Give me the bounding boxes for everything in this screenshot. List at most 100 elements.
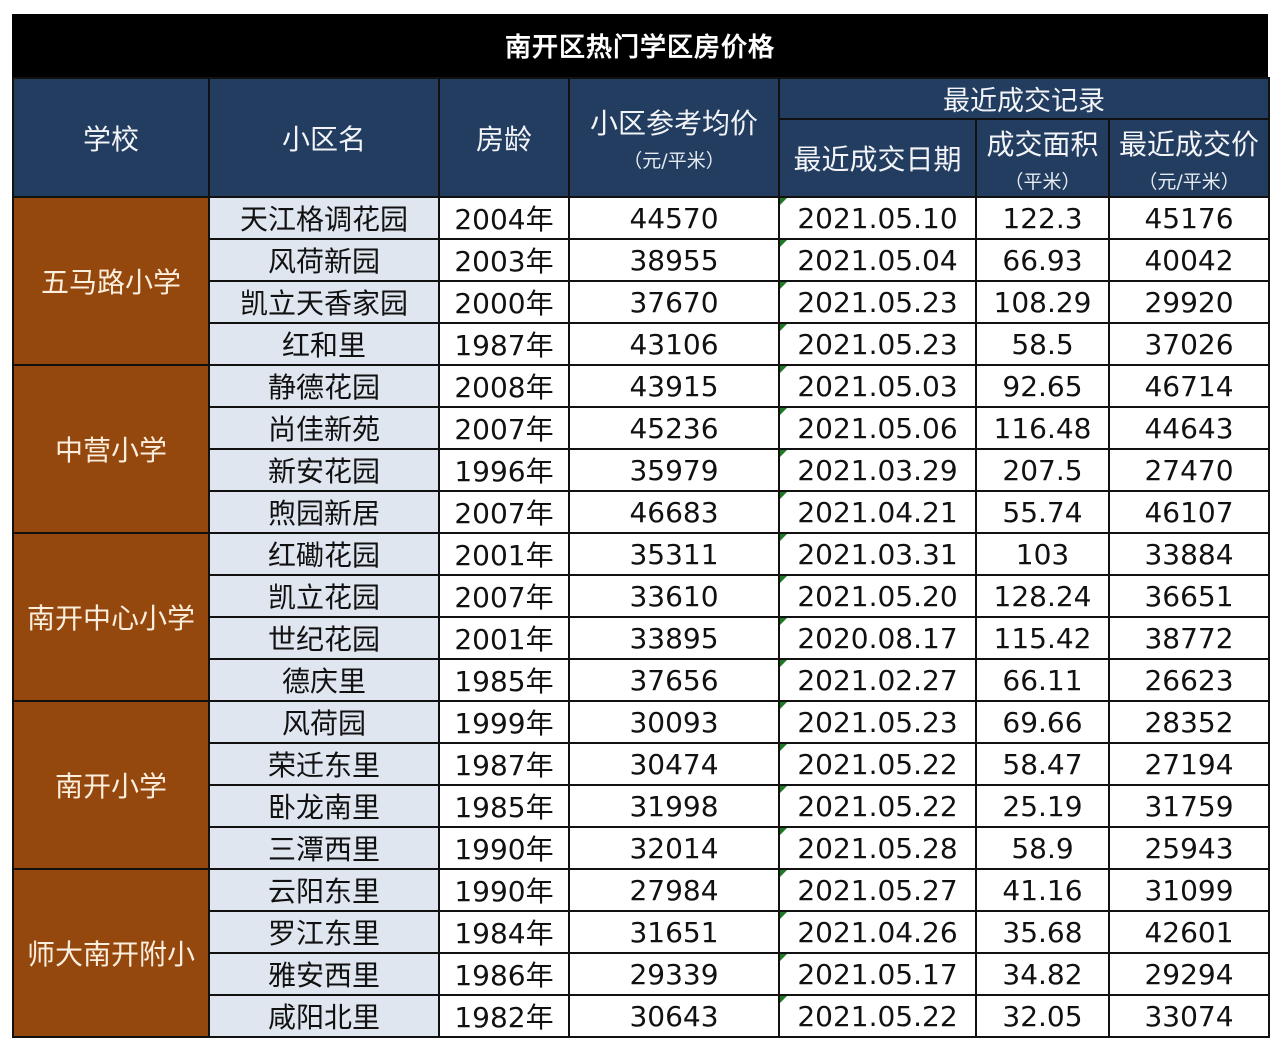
house-age-cell: 1986年 <box>438 952 570 996</box>
house-age-cell: 2008年 <box>438 364 570 408</box>
table-body: 五马路小学 天江格调花园 2004年 44570 2021.05.10 122.3 4517… <box>12 196 1271 1038</box>
house-age-cell: 1996年 <box>438 448 570 492</box>
table-row: 德庆里 1985年 37656 2021.02.27 66.11 26623 <box>13 658 1271 702</box>
deal-area-cell: 116.48 <box>975 406 1110 450</box>
deal-area-cell: 58.9 <box>975 826 1110 870</box>
deal-price-cell: 45176 <box>1107 196 1271 240</box>
school-cell: 中营小学 <box>12 364 210 534</box>
deal-price-cell: 27194 <box>1107 742 1271 786</box>
deal-area-cell: 103 <box>975 532 1110 576</box>
house-age-cell: 2001年 <box>438 616 570 660</box>
deal-price-cell: 33074 <box>1107 994 1271 1038</box>
deal-price-cell: 26623 <box>1107 658 1271 702</box>
deal-price-cell: 33884 <box>1107 532 1271 576</box>
table-row: 凯立天香家园 2000年 37670 2021.05.23 108.29 29920 <box>13 280 1271 324</box>
table-row: 凯立花园 2007年 33610 2021.05.20 128.24 36651 <box>13 574 1271 618</box>
house-age-cell: 1987年 <box>438 742 570 786</box>
deal-area-cell: 92.65 <box>975 364 1110 408</box>
deal-date-cell: 2021.05.20 <box>778 574 977 618</box>
deal-area-cell: 41.16 <box>975 868 1110 912</box>
header-deal-price-label: 最近成交价 <box>1119 127 1260 161</box>
community-name-cell: 云阳东里 <box>208 868 440 912</box>
deal-area-cell: 69.66 <box>975 700 1110 744</box>
community-name-cell: 红磡花园 <box>208 532 440 576</box>
deal-area-cell: 58.47 <box>975 742 1110 786</box>
table-row: 煦园新居 2007年 46683 2021.04.21 55.74 46107 <box>13 490 1271 534</box>
avg-price-cell: 30093 <box>568 700 780 744</box>
table-row: 卧龙南里 1985年 31998 2021.05.22 25.19 31759 <box>13 784 1271 828</box>
deal-area-cell: 32.05 <box>975 994 1110 1038</box>
house-age-cell: 2003年 <box>438 238 570 282</box>
house-age-cell: 2004年 <box>438 196 570 240</box>
table-row: 南开小学 风荷园 1999年 30093 2021.05.23 69.66 28352 <box>12 700 1271 870</box>
table-row: 三潭西里 1990年 32014 2021.05.28 58.9 25943 <box>13 826 1271 870</box>
deal-area-cell: 66.93 <box>975 238 1110 282</box>
deal-price-cell: 46714 <box>1107 364 1271 408</box>
community-name-cell: 天江格调花园 <box>208 196 440 240</box>
deal-area-cell: 66.11 <box>975 658 1110 702</box>
table-row: 风荷新园 2003年 38955 2021.05.04 66.93 40042 <box>13 238 1271 282</box>
deal-date-cell: 2021.05.10 <box>778 196 977 240</box>
avg-price-cell: 43915 <box>568 364 780 408</box>
table-row: 红和里 1987年 43106 2021.05.23 58.5 37026 <box>13 322 1271 366</box>
deal-area-cell: 108.29 <box>975 280 1110 324</box>
deal-price-cell: 28352 <box>1107 700 1271 744</box>
community-name-cell: 世纪花园 <box>208 616 440 660</box>
deal-date-cell: 2021.05.23 <box>778 322 977 366</box>
deal-date-cell: 2021.05.06 <box>778 406 977 450</box>
deal-area-cell: 34.82 <box>975 952 1110 996</box>
deal-price-cell: 29920 <box>1107 280 1271 324</box>
header-deal-area-unit: （平米） <box>1004 170 1081 193</box>
deal-date-cell: 2021.04.21 <box>778 490 977 534</box>
table-row: 咸阳北里 1982年 30643 2021.05.22 32.05 33074 <box>13 994 1271 1038</box>
header-avg-price: 小区参考均价 （元/平米） <box>568 77 780 198</box>
house-age-cell: 2007年 <box>438 574 570 618</box>
deal-date-cell: 2021.05.22 <box>778 994 977 1038</box>
table-row: 世纪花园 2001年 33895 2020.08.17 115.42 38772 <box>13 616 1271 660</box>
deal-area-cell: 115.42 <box>975 616 1110 660</box>
deal-date-cell: 2021.05.22 <box>778 742 977 786</box>
community-name-cell: 凯立天香家园 <box>208 280 440 324</box>
deal-date-cell: 2021.05.28 <box>778 826 977 870</box>
deal-area-cell: 55.74 <box>975 490 1110 534</box>
school-cell: 五马路小学 <box>12 196 210 366</box>
deal-date-cell: 2021.05.03 <box>778 364 977 408</box>
deal-price-cell: 37026 <box>1107 322 1271 366</box>
community-name-cell: 三潭西里 <box>208 826 440 870</box>
house-age-cell: 1999年 <box>438 700 570 744</box>
deal-price-cell: 36651 <box>1107 574 1271 618</box>
avg-price-cell: 43106 <box>568 322 780 366</box>
community-name-cell: 咸阳北里 <box>208 994 440 1038</box>
avg-price-cell: 37670 <box>568 280 780 324</box>
deal-price-cell: 25943 <box>1107 826 1271 870</box>
community-name-cell: 卧龙南里 <box>208 784 440 828</box>
table-row: 罗江东里 1984年 31651 2021.04.26 35.68 42601 <box>13 910 1271 954</box>
header-deal-area-label: 成交面积 <box>986 127 1099 161</box>
header-house-age: 房龄 <box>438 77 570 198</box>
community-name-cell: 煦园新居 <box>208 490 440 534</box>
school-cell: 南开中心小学 <box>12 532 210 702</box>
avg-price-cell: 38955 <box>568 238 780 282</box>
deal-area-cell: 128.24 <box>975 574 1110 618</box>
avg-price-cell: 30474 <box>568 742 780 786</box>
house-age-cell: 1987年 <box>438 322 570 366</box>
deal-price-cell: 31099 <box>1107 868 1271 912</box>
house-age-cell: 1990年 <box>438 826 570 870</box>
table-row: 尚佳新苑 2007年 45236 2021.05.06 116.48 44643 <box>13 406 1271 450</box>
deal-date-cell: 2021.04.26 <box>778 910 977 954</box>
house-age-cell: 2001年 <box>438 532 570 576</box>
deal-price-cell: 40042 <box>1107 238 1271 282</box>
house-age-cell: 1982年 <box>438 994 570 1038</box>
avg-price-cell: 33610 <box>568 574 780 618</box>
table-row: 新安花园 1996年 35979 2021.03.29 207.5 27470 <box>13 448 1271 492</box>
avg-price-cell: 32014 <box>568 826 780 870</box>
deal-date-cell: 2021.05.22 <box>778 784 977 828</box>
table-row: 雅安西里 1986年 29339 2021.05.17 34.82 29294 <box>13 952 1271 996</box>
deal-price-cell: 46107 <box>1107 490 1271 534</box>
avg-price-cell: 33895 <box>568 616 780 660</box>
deal-price-cell: 38772 <box>1107 616 1271 660</box>
avg-price-cell: 35979 <box>568 448 780 492</box>
deal-date-cell: 2021.05.17 <box>778 952 977 996</box>
school-cell: 师大南开附小 <box>12 868 210 1038</box>
avg-price-cell: 35311 <box>568 532 780 576</box>
